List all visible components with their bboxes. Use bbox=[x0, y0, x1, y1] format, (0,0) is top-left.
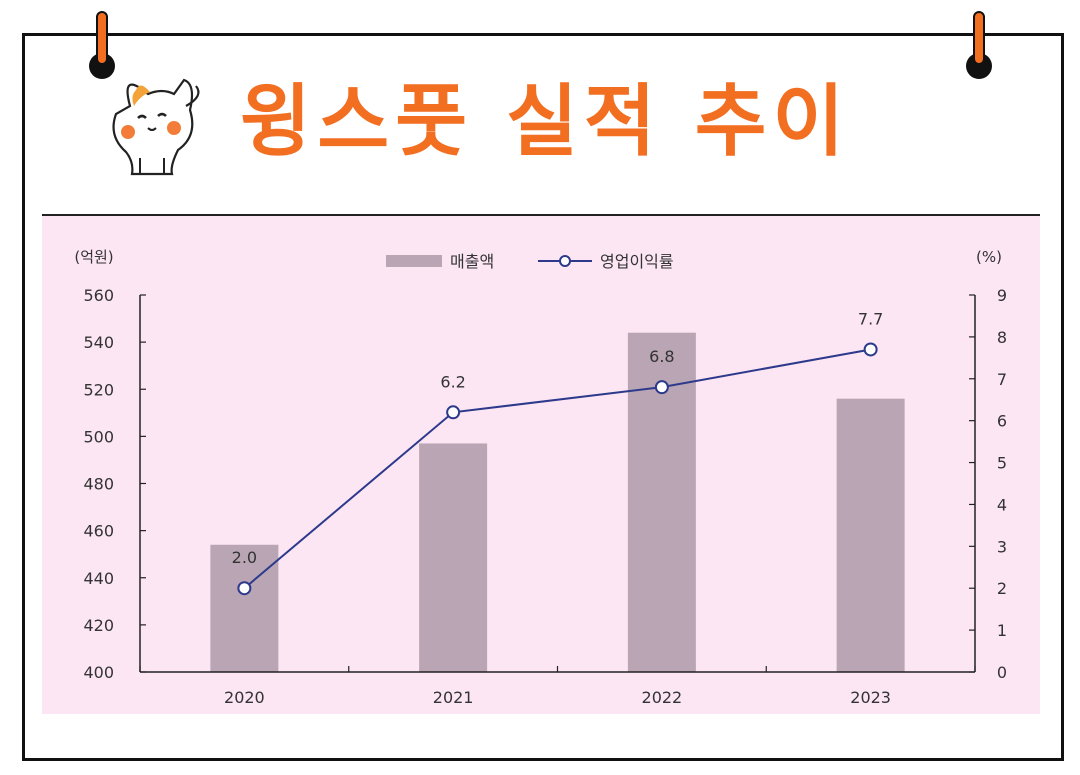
y-right-tick-label: 5 bbox=[997, 454, 1007, 473]
line-point bbox=[863, 342, 878, 357]
data-label: 2.0 bbox=[232, 548, 257, 567]
line-point bbox=[654, 380, 669, 395]
page-title: 윙스풋 실적 추이 bbox=[239, 77, 851, 167]
x-tick-label: 2020 bbox=[224, 688, 265, 707]
data-label: 6.8 bbox=[649, 347, 674, 366]
y-left-tick-label: 560 bbox=[83, 286, 114, 305]
pin-left-icon bbox=[89, 11, 115, 79]
y-left-unit: (억원) bbox=[74, 248, 113, 266]
title-divider bbox=[42, 214, 1040, 216]
y-right-tick-label: 3 bbox=[997, 537, 1007, 556]
legend-marker bbox=[559, 255, 571, 267]
legend-label-margin: 영업이익률 bbox=[600, 252, 674, 271]
y-right-tick-label: 7 bbox=[997, 370, 1007, 389]
bar-revenue bbox=[836, 398, 905, 672]
line-point bbox=[237, 581, 252, 596]
y-right-tick-label: 1 bbox=[997, 621, 1007, 640]
y-right-tick-label: 4 bbox=[997, 495, 1007, 514]
y-right-unit: (%) bbox=[976, 248, 1002, 266]
cat-mascot-icon bbox=[112, 78, 200, 176]
y-right-tick-label: 8 bbox=[997, 328, 1007, 347]
x-tick-label: 2021 bbox=[433, 688, 474, 707]
line-point bbox=[446, 405, 461, 420]
y-left-tick-label: 460 bbox=[83, 522, 114, 541]
bar-revenue bbox=[419, 443, 488, 672]
data-label: 6.2 bbox=[440, 372, 465, 391]
y-right-tick-label: 2 bbox=[997, 579, 1007, 598]
x-tick-label: 2023 bbox=[850, 688, 891, 707]
y-right-tick-label: 0 bbox=[997, 663, 1007, 682]
legend-label-revenue: 매출액 bbox=[450, 252, 494, 271]
y-left-tick-label: 480 bbox=[83, 475, 114, 494]
y-right-tick-label: 6 bbox=[997, 412, 1007, 431]
y-right-tick-label: 9 bbox=[997, 286, 1007, 305]
pin-right-icon bbox=[966, 11, 992, 79]
y-left-tick-label: 420 bbox=[83, 616, 114, 635]
y-left-tick-label: 440 bbox=[83, 569, 114, 588]
line-operating-margin bbox=[243, 348, 871, 589]
y-left-tick-label: 500 bbox=[83, 427, 114, 446]
data-label: 7.7 bbox=[858, 309, 883, 328]
y-left-tick-label: 540 bbox=[83, 333, 114, 352]
bar-revenue bbox=[210, 544, 279, 672]
legend-swatch-bar bbox=[386, 255, 442, 267]
x-tick-label: 2022 bbox=[642, 688, 683, 707]
y-left-tick-label: 520 bbox=[83, 380, 114, 399]
y-left-tick-label: 400 bbox=[83, 663, 114, 682]
